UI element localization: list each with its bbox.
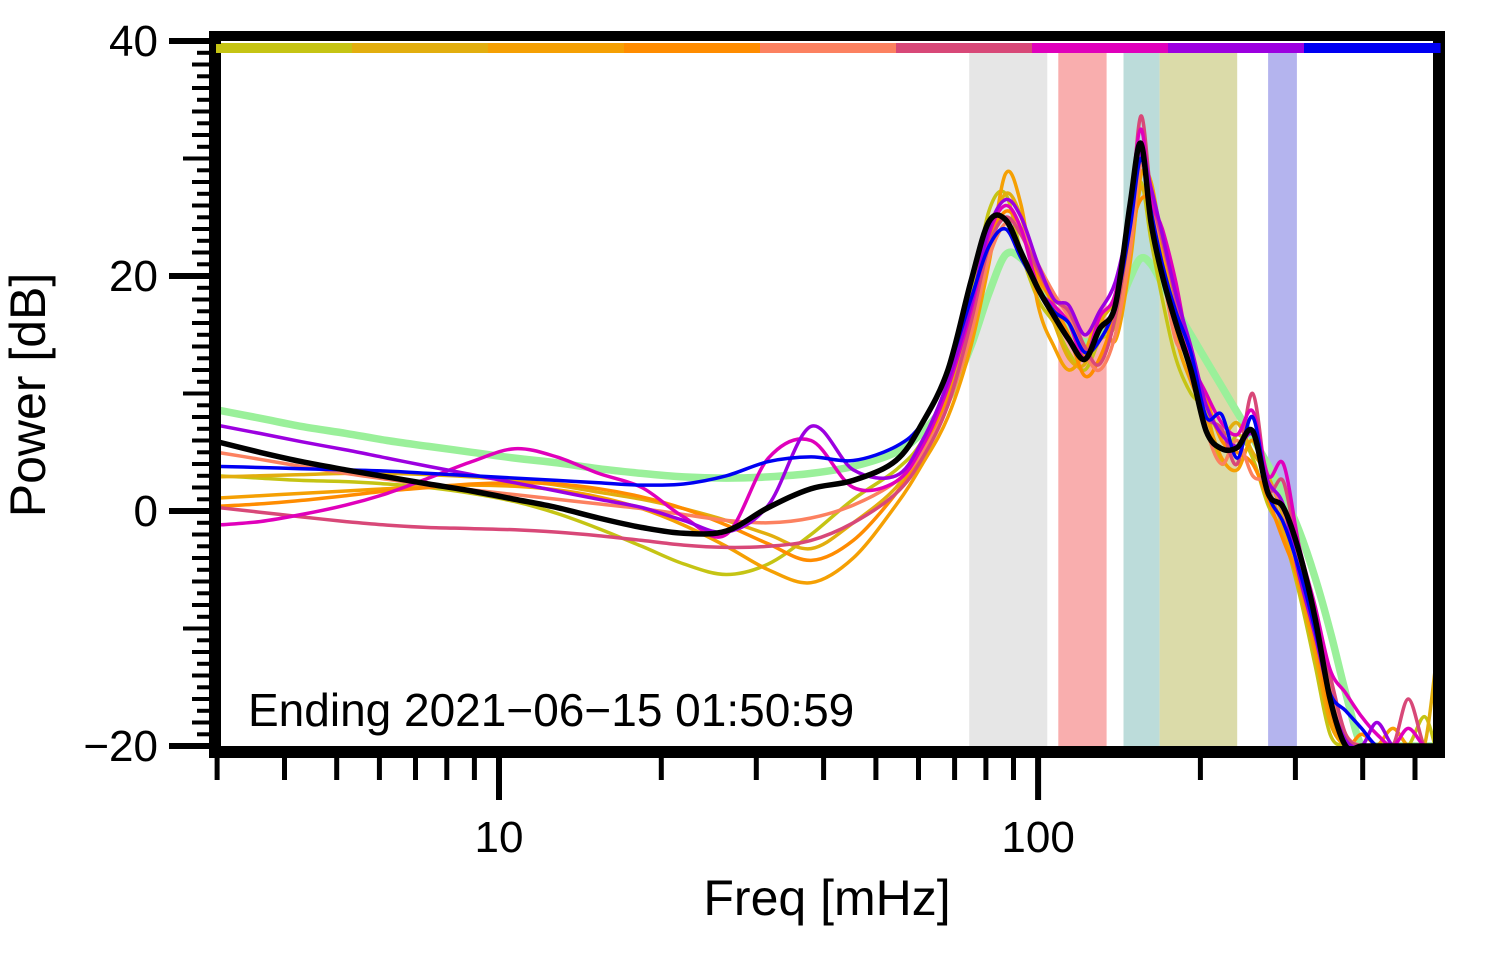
axis-ticks-layer (169, 38, 1418, 800)
x-tick-label: 100 (1001, 813, 1074, 862)
colorbar-segment-7 (1032, 43, 1169, 53)
curve-segment-9 (221, 156, 1433, 746)
y-tick-label: 0 (134, 487, 158, 536)
tick-labels-layer: 40 20 0 −20 10 100 (83, 17, 1074, 862)
frame-bottom (209, 746, 1445, 758)
colorbar-segment-5 (760, 43, 897, 53)
colorbar-segment-9 (1304, 43, 1441, 53)
y-axis-title: Power [dB] (0, 273, 56, 518)
frequency-bands-layer (969, 53, 1297, 746)
band-lavender (1268, 53, 1297, 746)
colorbar-segment-1 (216, 43, 353, 53)
band-pink (1058, 53, 1107, 746)
colorbar-segment-2 (352, 43, 489, 53)
colorbar-segment-3 (488, 43, 625, 53)
frame-top (209, 31, 1445, 41)
colorbar-segment-6 (896, 43, 1033, 53)
x-axis-title: Freq [mHz] (703, 870, 950, 926)
colorbar-segment-4 (624, 43, 761, 53)
ending-timestamp-annotation: Ending 2021−06−15 01:50:59 (248, 684, 854, 736)
frame-left (209, 31, 221, 758)
band-teal (1123, 53, 1160, 746)
spectra-curves-layer (221, 114, 1433, 746)
curve-segment-3 (221, 167, 1433, 746)
time-segment-colorbar (216, 43, 1441, 53)
curve-smoothed-envelope (221, 248, 1433, 746)
curve-segment-1 (221, 180, 1433, 746)
frame-right (1433, 31, 1445, 758)
axis-frame (209, 31, 1445, 758)
band-gray (969, 53, 1048, 746)
x-tick-label: 10 (475, 813, 524, 862)
y-tick-label: 40 (109, 17, 158, 66)
y-tick-label: 20 (109, 252, 158, 301)
colorbar-segment-8 (1168, 43, 1305, 53)
curve-mean (221, 140, 1433, 746)
y-tick-label: −20 (83, 722, 158, 771)
